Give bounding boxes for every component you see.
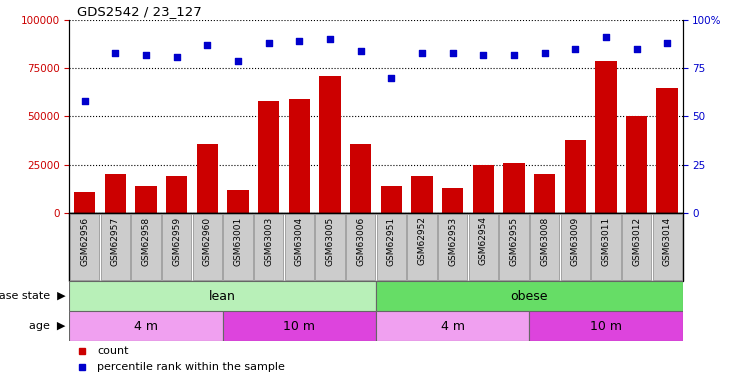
Point — [140, 52, 152, 58]
Point — [293, 38, 305, 44]
Point — [263, 40, 274, 46]
Bar — [376, 311, 529, 341]
Text: 10 m: 10 m — [283, 320, 315, 333]
Bar — [411, 176, 433, 213]
Bar — [258, 101, 280, 213]
Text: GSM63014: GSM63014 — [663, 216, 672, 266]
Point — [661, 40, 673, 46]
Point — [539, 50, 550, 56]
Text: GSM62952: GSM62952 — [418, 216, 426, 266]
Text: GSM63003: GSM63003 — [264, 216, 273, 266]
Bar — [315, 214, 345, 280]
Bar — [529, 311, 683, 341]
Text: GSM63005: GSM63005 — [326, 216, 334, 266]
Text: GSM62957: GSM62957 — [111, 216, 120, 266]
Point — [201, 42, 213, 48]
Bar — [346, 214, 375, 280]
Point — [631, 46, 642, 52]
Bar — [254, 214, 283, 280]
Text: GSM62951: GSM62951 — [387, 216, 396, 266]
Bar — [166, 176, 188, 213]
Bar — [653, 214, 682, 280]
Bar — [104, 174, 126, 213]
Bar — [227, 190, 249, 213]
Text: disease state  ▶: disease state ▶ — [0, 291, 66, 301]
Text: GSM63001: GSM63001 — [234, 216, 242, 266]
Point — [110, 50, 121, 56]
Point — [508, 52, 520, 58]
Bar — [472, 165, 494, 213]
Text: GSM62959: GSM62959 — [172, 216, 181, 266]
Bar — [135, 186, 157, 213]
Text: 4 m: 4 m — [441, 320, 464, 333]
Bar — [162, 214, 191, 280]
Bar — [561, 214, 590, 280]
Point — [477, 52, 489, 58]
Bar — [442, 188, 464, 213]
Text: age  ▶: age ▶ — [29, 321, 66, 331]
Point — [416, 50, 428, 56]
Text: obese: obese — [510, 290, 548, 303]
Point — [232, 57, 244, 63]
Bar — [377, 214, 406, 280]
Bar — [70, 214, 99, 280]
Bar — [380, 186, 402, 213]
Text: GSM62956: GSM62956 — [80, 216, 89, 266]
Bar — [564, 140, 586, 213]
Text: 10 m: 10 m — [590, 320, 622, 333]
Text: percentile rank within the sample: percentile rank within the sample — [97, 362, 285, 372]
Bar — [534, 174, 556, 213]
Text: GSM62960: GSM62960 — [203, 216, 212, 266]
Text: GSM63011: GSM63011 — [602, 216, 610, 266]
Bar — [223, 311, 376, 341]
Text: GSM63006: GSM63006 — [356, 216, 365, 266]
Text: GSM63004: GSM63004 — [295, 216, 304, 266]
Bar — [626, 117, 648, 213]
Text: GSM63012: GSM63012 — [632, 216, 641, 266]
Text: GSM63008: GSM63008 — [540, 216, 549, 266]
Point — [447, 50, 458, 56]
Bar — [530, 214, 559, 280]
Bar — [350, 144, 372, 213]
Bar — [438, 214, 467, 280]
Bar — [591, 214, 620, 280]
Bar — [196, 144, 218, 213]
Bar — [595, 60, 617, 213]
Bar — [656, 87, 678, 213]
Bar — [376, 281, 683, 311]
Bar — [503, 163, 525, 213]
Bar — [285, 214, 314, 280]
Bar — [319, 76, 341, 213]
Point — [355, 48, 366, 54]
Point — [171, 54, 182, 60]
Point — [385, 75, 397, 81]
Text: GDS2542 / 23_127: GDS2542 / 23_127 — [77, 5, 201, 18]
Point — [600, 34, 612, 40]
Text: count: count — [97, 345, 128, 355]
Point — [569, 46, 581, 52]
Point — [324, 36, 336, 42]
Text: 4 m: 4 m — [134, 320, 158, 333]
Bar — [407, 214, 437, 280]
Text: lean: lean — [210, 290, 236, 303]
Bar — [193, 214, 222, 280]
Text: GSM62958: GSM62958 — [142, 216, 150, 266]
Bar — [131, 214, 161, 280]
Bar — [69, 311, 223, 341]
Bar — [469, 214, 498, 280]
Bar — [288, 99, 310, 213]
Text: GSM62954: GSM62954 — [479, 216, 488, 266]
Text: GSM62953: GSM62953 — [448, 216, 457, 266]
Bar — [69, 281, 376, 311]
Bar — [223, 214, 253, 280]
Point — [79, 98, 91, 104]
Bar — [499, 214, 529, 280]
Bar — [101, 214, 130, 280]
Bar — [622, 214, 651, 280]
Bar — [74, 192, 96, 213]
Text: GSM62955: GSM62955 — [510, 216, 518, 266]
Text: GSM63009: GSM63009 — [571, 216, 580, 266]
